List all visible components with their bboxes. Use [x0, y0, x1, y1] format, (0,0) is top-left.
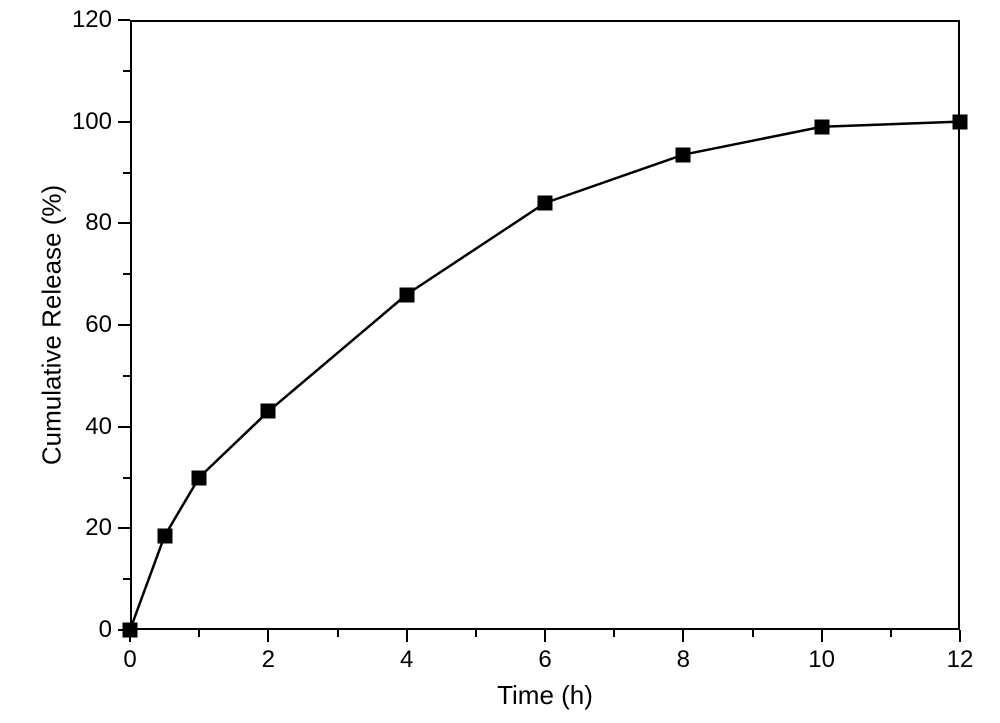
data-point-marker	[814, 119, 829, 134]
data-point-marker	[157, 528, 172, 543]
data-point-marker	[192, 470, 207, 485]
data-point-marker	[538, 196, 553, 211]
data-point-marker	[676, 147, 691, 162]
data-point-marker	[953, 114, 968, 129]
data-point-marker	[261, 404, 276, 419]
data-point-marker	[123, 623, 138, 638]
cumulative-release-chart: Cumulative Release (%) Time (h) 02468101…	[0, 0, 1000, 723]
series-line	[0, 0, 1000, 723]
data-point-marker	[399, 287, 414, 302]
